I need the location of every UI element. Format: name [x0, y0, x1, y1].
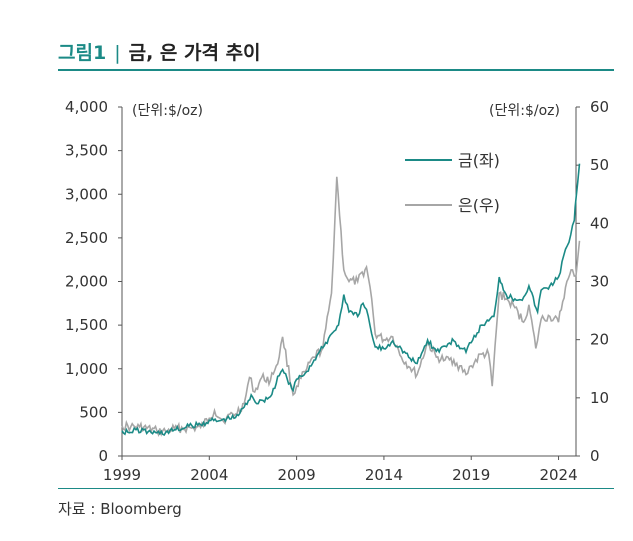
- title-separator: |: [114, 42, 121, 64]
- header-rule: [58, 69, 614, 71]
- footer-rule: [58, 488, 614, 489]
- right-axis-tick-label: 30: [590, 273, 609, 291]
- chart-title: 금, 은 가격 추이: [128, 42, 261, 64]
- left-axis-tick-label: 4,000: [65, 98, 108, 116]
- x-axis-tick-label: 1999: [103, 466, 141, 484]
- left-axis-tick-label: 500: [79, 403, 108, 421]
- x-axis-tick-label: 2004: [190, 466, 228, 484]
- x-axis-tick-label: 2024: [539, 466, 577, 484]
- left-axis-tick-label: 2,000: [65, 273, 108, 291]
- left-axis-tick-label: 1,000: [65, 360, 108, 378]
- legend-silver-label: 은(우): [458, 196, 500, 215]
- silver-price-line: [121, 176, 581, 438]
- x-axis-tick-label: 2009: [278, 466, 316, 484]
- chart-labels: 0 500 1,000 1,500 2,000 2,500 3,000 3,500 4,000 0…: [65, 98, 609, 484]
- left-axis-tick-label: 2,500: [65, 229, 108, 247]
- right-axis-tick-label: 50: [590, 156, 609, 174]
- left-unit-label: (단위:$/oz): [132, 103, 203, 119]
- right-axis-tick-label: 60: [590, 98, 609, 116]
- right-axis-tick-label: 0: [590, 447, 600, 465]
- legend-gold-label: 금(좌): [458, 151, 500, 170]
- gold-price-line: [121, 163, 581, 437]
- chart-axes: [118, 106, 580, 460]
- x-axis-tick-label: 2019: [452, 466, 490, 484]
- left-axis-tick-label: 1,500: [65, 316, 108, 334]
- right-axis-tick-label: 20: [590, 331, 609, 349]
- x-axis-tick-label: 2014: [365, 466, 403, 484]
- right-axis-tick-label: 10: [590, 389, 609, 407]
- figure-title: 그림1 | 금, 은 가격 추이: [58, 38, 261, 65]
- left-axis-tick-label: 3,500: [65, 142, 108, 160]
- chart-series: [121, 163, 581, 438]
- right-unit-label: (단위:$/oz): [489, 103, 560, 119]
- right-axis-tick-label: 40: [590, 214, 609, 232]
- figure-label: 그림1: [58, 42, 107, 64]
- figure-header: 그림1 | 금, 은 가격 추이: [0, 0, 633, 82]
- left-axis-tick-label: 0: [98, 447, 108, 465]
- source-note: 자료 : Bloomberg: [58, 500, 182, 518]
- left-axis-tick-label: 3,000: [65, 185, 108, 203]
